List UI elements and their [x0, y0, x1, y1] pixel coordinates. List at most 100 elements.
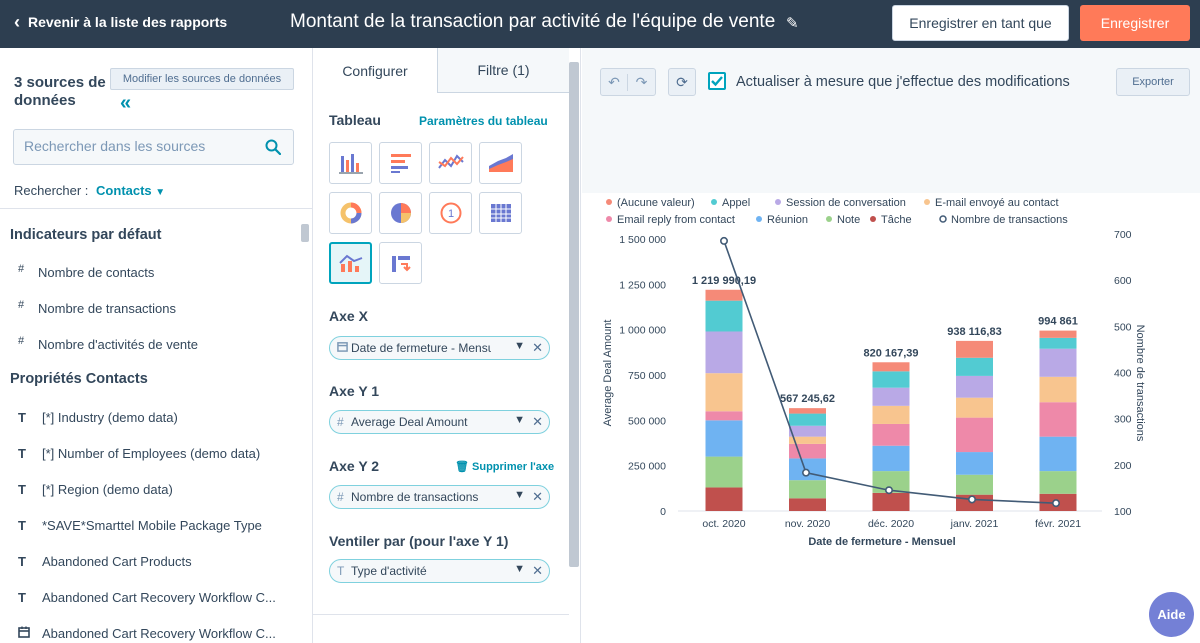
save-button[interactable]: Enregistrer [1080, 5, 1190, 41]
bar-segment [872, 387, 910, 406]
undo-redo-group: ↶ ↷ [600, 68, 656, 96]
y2-axis-title: Nombre de transactions [1134, 325, 1146, 442]
pivot-chart-button[interactable] [379, 242, 422, 284]
modify-sources-button[interactable]: Modifier les sources de données [110, 68, 294, 90]
legend-marker [606, 199, 612, 205]
undo-icon[interactable]: ↶ [601, 73, 629, 91]
pencil-icon[interactable]: ✎ [786, 15, 799, 32]
property-label: *SAVE*Smarttel Mobile Package Type [42, 518, 262, 533]
bar-segment [872, 471, 910, 493]
close-icon[interactable]: ✕ [532, 563, 543, 578]
back-label: Revenir à la liste des rapports [28, 14, 228, 30]
x-tick-label: déc. 2020 [868, 518, 914, 530]
property-item[interactable]: # Nombre de contacts [18, 263, 154, 281]
config-tabs: Configurer Filtre (1) [313, 48, 569, 93]
search-icon[interactable] [265, 139, 281, 155]
combo-chart: (Aucune valeur) Appel Session de conversat… [602, 197, 1146, 548]
close-icon[interactable]: ✕ [532, 414, 543, 429]
chevron-down-icon[interactable]: ▼ [514, 563, 525, 575]
chevron-down-icon[interactable]: ▼ [514, 414, 525, 426]
legend-label: Réunion [767, 214, 808, 226]
property-item[interactable]: T [*] Region (demo data) [18, 482, 173, 497]
close-icon[interactable]: ✕ [532, 340, 543, 355]
property-item[interactable]: T Abandoned Cart Recovery Workflow C... [18, 590, 276, 605]
search-input[interactable] [24, 138, 254, 154]
refresh-button[interactable]: ⟳ [668, 68, 696, 96]
tab-filter[interactable]: Filtre (1) [438, 48, 569, 93]
bar-segment [705, 456, 743, 488]
back-to-reports-link[interactable]: ‹ Revenir à la liste des rapports [14, 13, 228, 31]
x-axis-value: Date de fermeture - Mensuel [351, 341, 491, 355]
legend-label: Note [837, 214, 860, 226]
donut-chart-icon [340, 202, 361, 224]
property-label: [*] Region (demo data) [42, 482, 173, 497]
x-axis-select[interactable]: Date de fermeture - Mensuel ▼ ✕ [329, 336, 550, 360]
property-item[interactable]: # Nombre de transactions [18, 299, 176, 317]
breakdown-select[interactable]: T Type d'activité ▼ ✕ [329, 559, 550, 583]
property-item[interactable]: T Abandoned Cart Products [18, 554, 192, 569]
text-type-icon: T [18, 410, 26, 425]
search-for-value[interactable]: Contacts [96, 183, 152, 198]
caret-down-icon: ▼ [155, 187, 166, 198]
help-button[interactable]: Aide [1149, 592, 1194, 637]
chevron-down-icon[interactable]: ▼ [514, 340, 525, 352]
text-type-icon: T [18, 518, 26, 533]
tab-configure[interactable]: Configurer [313, 48, 438, 93]
bar-segment [705, 289, 743, 301]
y2-tick-label: 500 [1114, 321, 1132, 333]
combo-chart-button[interactable] [329, 242, 372, 284]
line-chart-button[interactable] [429, 142, 472, 184]
legend-marker [924, 199, 930, 205]
calendar-icon [337, 341, 351, 355]
close-icon[interactable]: ✕ [532, 489, 543, 504]
bar-segment [1039, 330, 1077, 338]
property-label: [*] Industry (demo data) [42, 410, 178, 425]
save-as-button[interactable]: Enregistrer en tant que [892, 5, 1069, 41]
svg-text:1: 1 [447, 208, 453, 220]
y-tick-label: 0 [660, 506, 666, 518]
summary-chart-button[interactable]: 1 [429, 192, 472, 234]
scrollbar-thumb[interactable] [301, 224, 309, 242]
chevron-down-icon[interactable]: ▼ [514, 489, 525, 501]
bar-segment [872, 492, 910, 511]
legend-label: Session de conversation [786, 197, 906, 209]
bar-segment [872, 445, 910, 472]
property-item[interactable]: Abandoned Cart Recovery Workflow C... [18, 626, 276, 641]
legend-marker [870, 216, 876, 222]
y2-axis-select[interactable]: # Nombre de transactions ▼ ✕ [329, 485, 550, 509]
legend-label: Tâche [881, 214, 912, 226]
table-settings-link[interactable]: Paramètres du tableau [419, 114, 548, 128]
y-axis-title: Average Deal Amount [602, 320, 614, 427]
property-label: Abandoned Cart Products [42, 554, 192, 569]
property-item[interactable]: T [*] Industry (demo data) [18, 410, 178, 425]
delete-axis-link[interactable]: 🗑 Supprimer l'axe [455, 460, 554, 473]
vertical-bar-chart-button[interactable] [329, 142, 372, 184]
property-item[interactable]: T *SAVE*Smarttel Mobile Package Type [18, 518, 262, 533]
y1-axis-select[interactable]: # Average Deal Amount ▼ ✕ [329, 410, 550, 434]
pie-chart-button[interactable] [379, 192, 422, 234]
bar-segment [872, 371, 910, 388]
property-item[interactable]: T [*] Number of Employees (demo data) [18, 446, 260, 461]
area-chart-button[interactable] [479, 142, 522, 184]
bar-total-label: 938 116,83 [947, 326, 1001, 338]
redo-icon[interactable]: ↷ [635, 73, 648, 90]
auto-refresh-checkbox[interactable] [708, 72, 726, 90]
donut-chart-button[interactable] [329, 192, 372, 234]
search-for-selector[interactable]: Rechercher : Contacts ▼ [14, 183, 165, 198]
bar-segment [705, 420, 743, 457]
table-chart-button[interactable] [479, 192, 522, 234]
property-item[interactable]: # Nombre d'activités de vente [18, 335, 198, 353]
scrollbar-track[interactable] [300, 216, 310, 643]
collapse-icon[interactable]: « [120, 92, 131, 114]
report-title[interactable]: Montant de la transaction par activité d… [290, 11, 776, 32]
horizontal-bar-chart-button[interactable] [379, 142, 422, 184]
bar-segment [956, 340, 993, 358]
export-button[interactable]: Exporter [1116, 68, 1190, 96]
property-label: Abandoned Cart Recovery Workflow C... [42, 590, 276, 605]
scrollbar-thumb[interactable] [569, 62, 579, 567]
search-box [13, 129, 294, 165]
y-tick-label: 500 000 [628, 415, 666, 427]
pie-chart-icon [390, 203, 411, 223]
bar-segment [872, 423, 910, 446]
line-point [802, 468, 811, 477]
